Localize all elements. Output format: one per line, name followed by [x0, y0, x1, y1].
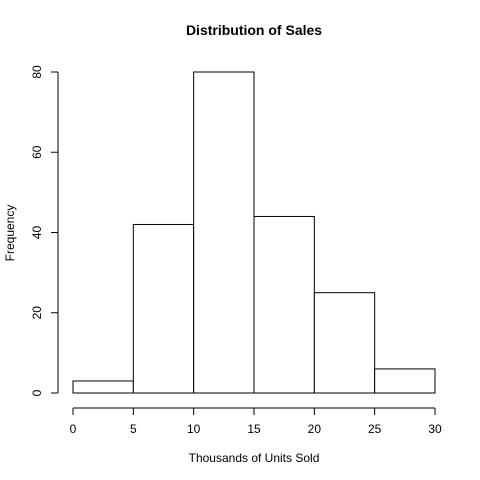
y-tick-label: 60	[30, 145, 44, 159]
histogram-bar	[133, 224, 193, 393]
x-tick-label: 10	[187, 422, 201, 436]
chart-title: Distribution of Sales	[186, 22, 322, 38]
x-tick-label: 5	[130, 422, 137, 436]
histogram-bar	[254, 216, 314, 393]
y-tick-label: 20	[30, 306, 44, 320]
x-tick-label: 0	[70, 422, 77, 436]
y-tick-label: 40	[30, 226, 44, 240]
y-axis-label: Frequency	[3, 205, 17, 262]
histogram-bar	[314, 293, 374, 393]
x-tick-label: 20	[308, 422, 322, 436]
x-tick-label: 30	[428, 422, 442, 436]
x-tick-label: 15	[247, 422, 261, 436]
histogram-bar	[194, 72, 254, 393]
y-tick-label: 80	[30, 65, 44, 79]
x-tick-label: 25	[368, 422, 382, 436]
histogram-bar	[73, 381, 133, 393]
y-tick-label: 0	[30, 389, 44, 396]
x-axis-label: Thousands of Units Sold	[189, 451, 320, 465]
histogram-bar	[375, 369, 435, 393]
